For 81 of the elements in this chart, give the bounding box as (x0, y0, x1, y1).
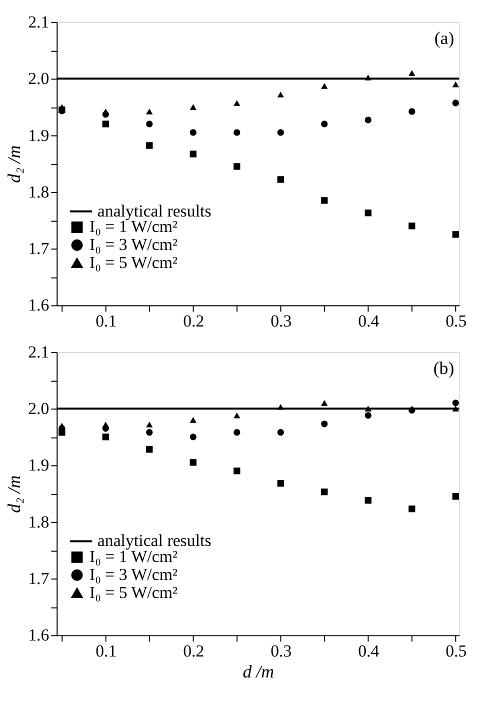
point (452, 100, 459, 106)
x-tick-label: 0.4 (358, 642, 380, 661)
legend-label: I₀ = 3 W/cm² (89, 235, 178, 254)
point (408, 506, 416, 512)
point (102, 120, 109, 128)
point (452, 400, 459, 406)
legend-label: analytical results (97, 531, 212, 550)
annotation: (a) (434, 28, 454, 48)
point (452, 231, 459, 238)
point (146, 446, 153, 453)
point (321, 120, 328, 128)
point (408, 70, 416, 76)
x-tick-label: 0.5 (446, 642, 467, 661)
point (234, 468, 240, 474)
point (146, 108, 153, 114)
point (190, 459, 196, 466)
legend-label: analytical results (97, 201, 212, 220)
y-tick-label: 1.6 (28, 626, 50, 645)
y-tick-label: 2.0 (28, 399, 50, 418)
point (321, 488, 328, 496)
point (277, 129, 284, 136)
x-axis-title: d /m (242, 661, 274, 682)
point (364, 412, 372, 419)
y-tick-label: 2.1 (28, 12, 50, 32)
point (190, 150, 196, 158)
point (190, 434, 196, 440)
y-tick-label: 1.7 (28, 569, 50, 588)
y-tick-label: 1.9 (28, 126, 50, 145)
point (277, 176, 284, 183)
point (58, 422, 66, 428)
point (408, 222, 416, 230)
y-tick-label: 2.0 (28, 69, 50, 88)
y-tick-label: 1.8 (28, 182, 50, 202)
point (146, 429, 153, 436)
point (364, 116, 372, 124)
point (234, 100, 240, 106)
point (364, 210, 372, 216)
x-tick-label: 0.3 (270, 642, 292, 661)
point (146, 422, 153, 428)
x-tick-label: 0.5 (446, 312, 467, 331)
point (234, 412, 240, 418)
point (321, 420, 328, 428)
y-axis-title: d₂ /m (4, 145, 24, 183)
x-tick-label: 0.2 (183, 642, 204, 661)
y-tick-label: 1.8 (28, 512, 50, 532)
point (190, 417, 196, 423)
x-tick-label: 0.2 (183, 312, 204, 331)
y-tick-label: 1.9 (28, 456, 50, 475)
y-axis-title: d₂ /m (4, 475, 24, 513)
point (321, 197, 328, 204)
point (452, 493, 459, 500)
legend-label: I₀ = 5 W/cm² (89, 582, 178, 602)
point (190, 129, 196, 136)
point (364, 497, 372, 504)
x-tick-label: 0.1 (96, 312, 117, 331)
point (102, 108, 109, 114)
point (321, 400, 328, 406)
point (234, 129, 240, 136)
y-tick-label: 1.7 (28, 239, 50, 258)
point (277, 480, 284, 487)
point (146, 142, 153, 149)
point (321, 83, 328, 89)
point (452, 81, 459, 88)
point (102, 434, 109, 440)
y-tick-label: 2.1 (28, 342, 50, 362)
annotation: (b) (433, 358, 454, 378)
x-tick-label: 0.3 (270, 312, 292, 331)
x-tick-label: 0.4 (358, 312, 380, 331)
point (190, 104, 196, 110)
point (234, 163, 240, 170)
point (102, 422, 109, 428)
point (234, 429, 240, 436)
legend-label: I₀ = 3 W/cm² (89, 565, 178, 584)
y-tick-label: 1.6 (28, 296, 50, 315)
point (58, 104, 66, 110)
legend-label: I₀ = 5 W/cm² (89, 252, 178, 272)
x-tick-label: 0.1 (96, 642, 117, 661)
point (408, 108, 416, 115)
point (146, 120, 153, 128)
point (277, 429, 284, 436)
point (277, 92, 284, 98)
